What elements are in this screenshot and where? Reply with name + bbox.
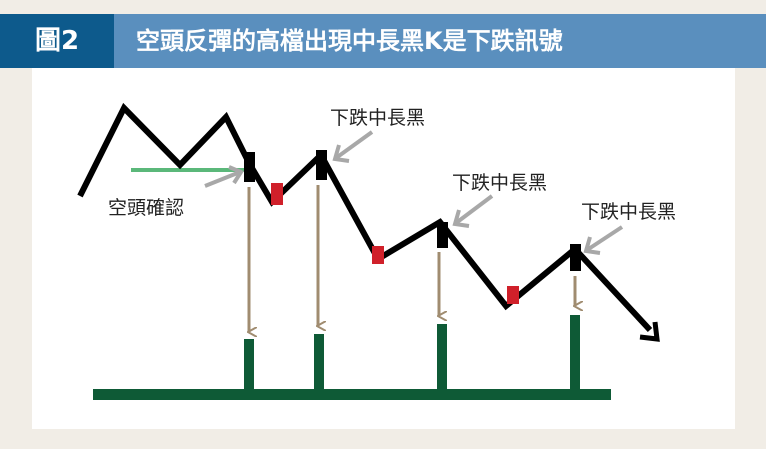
- black-candle: [316, 150, 327, 180]
- price-line: [77, 102, 653, 333]
- figure-number: 圖2: [0, 14, 114, 68]
- figure-title: 空頭反彈的高檔出現中長黑K是下跌訊號: [136, 27, 563, 55]
- pointer-arrow: [583, 225, 624, 255]
- red-candle: [372, 246, 384, 264]
- black-candle: [437, 222, 448, 248]
- pointer-arrow: [204, 165, 244, 188]
- volume-bar: [437, 324, 447, 394]
- label-long-black-1: 下跌中長黑: [330, 107, 425, 129]
- volume-bar: [570, 315, 580, 394]
- price-arrowhead: [639, 321, 660, 342]
- volume-bar: [244, 339, 254, 394]
- label-long-black-3: 下跌中長黑: [581, 201, 676, 223]
- volume-baseline: [93, 389, 611, 400]
- pointer-arrow: [452, 194, 494, 228]
- label-long-black-2: 下跌中長黑: [452, 172, 547, 194]
- black-candle: [244, 152, 255, 182]
- figure-header: 圖2 空頭反彈的高檔出現中長黑K是下跌訊號: [0, 14, 766, 68]
- red-candle: [507, 286, 519, 304]
- label-bearish-confirm: 空頭確認: [108, 197, 184, 219]
- volume-bar: [314, 334, 324, 394]
- black-candle: [570, 244, 581, 271]
- red-candle: [271, 183, 283, 205]
- pointer-arrow: [332, 130, 374, 163]
